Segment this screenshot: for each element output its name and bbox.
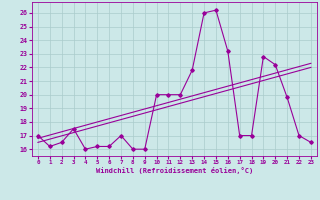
X-axis label: Windchill (Refroidissement éolien,°C): Windchill (Refroidissement éolien,°C) (96, 167, 253, 174)
